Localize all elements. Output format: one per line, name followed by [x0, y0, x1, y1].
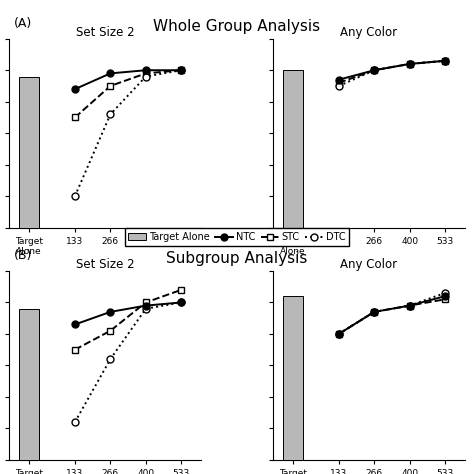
Title: Any Color: Any Color	[340, 258, 398, 271]
Text: (A): (A)	[14, 17, 32, 30]
Bar	[283, 70, 302, 354]
Text: Whole Group Analysis: Whole Group Analysis	[154, 19, 320, 34]
Title: Any Color: Any Color	[340, 26, 398, 39]
Bar	[19, 309, 39, 474]
Text: (B): (B)	[14, 249, 32, 262]
Bar	[283, 296, 302, 474]
Text: SOA (ms): SOA (ms)	[367, 272, 416, 282]
Title: Set Size 2: Set Size 2	[76, 26, 135, 39]
Text: SOA (ms): SOA (ms)	[104, 272, 153, 282]
Legend: Target Alone, NTC, STC, DTC: Target Alone, NTC, STC, DTC	[125, 228, 349, 246]
Title: Set Size 2: Set Size 2	[76, 258, 135, 271]
Bar	[19, 76, 39, 354]
Text: Subgroup Analysis: Subgroup Analysis	[166, 251, 308, 266]
